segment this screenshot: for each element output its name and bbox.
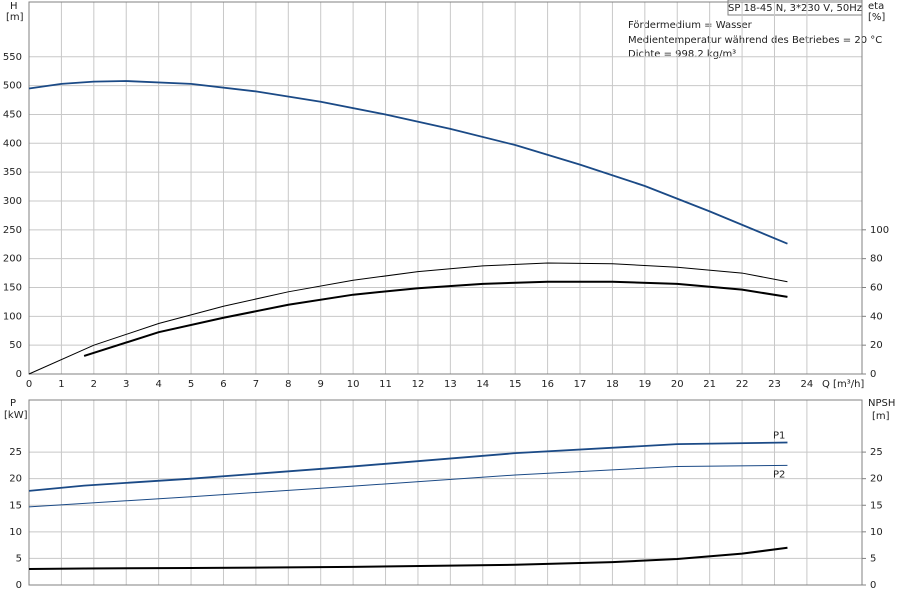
y-tick-label: 25 <box>9 447 22 458</box>
curve-label: P1 <box>773 431 785 442</box>
x-tick-label: 23 <box>768 379 781 390</box>
y2-tick-label: 80 <box>870 254 883 265</box>
plot-frame <box>28 1 863 375</box>
y-tick-label: 0 <box>16 369 22 380</box>
x-tick-label: 1 <box>58 379 64 390</box>
x-tick-label: 24 <box>801 379 814 390</box>
plot-frame <box>28 399 863 586</box>
annotation: Medientemperatur während des Betriebes =… <box>628 35 882 46</box>
y2-tick-label: 5 <box>870 553 876 564</box>
x-label: Q [m³/h] <box>822 379 864 390</box>
y-tick-label: 300 <box>3 196 22 207</box>
x-tick-label: 6 <box>220 379 226 390</box>
x-tick-label: 10 <box>347 379 360 390</box>
y-label: P <box>10 398 16 409</box>
y2-unit: [m] <box>872 411 890 422</box>
x-tick-label: 21 <box>703 379 716 390</box>
y2-tick-label: 60 <box>870 282 883 293</box>
x-tick-label: 16 <box>541 379 554 390</box>
y-tick-label: 550 <box>3 52 22 63</box>
x-tick-label: 8 <box>285 379 291 390</box>
x-tick-label: 7 <box>253 379 259 390</box>
y-label: H <box>10 1 18 12</box>
curve <box>28 464 788 508</box>
curve <box>28 80 788 245</box>
y-tick-label: 100 <box>3 311 22 322</box>
y2-unit: [%] <box>868 12 885 23</box>
x-tick-label: 12 <box>412 379 425 390</box>
x-tick-label: 22 <box>736 379 749 390</box>
y-unit: [m] <box>6 12 24 23</box>
y2-tick-label: 15 <box>870 500 883 511</box>
y2-label: NPSH <box>868 398 895 409</box>
y-tick-label: 350 <box>3 167 22 178</box>
y-tick-label: 450 <box>3 109 22 120</box>
y-tick-label: 250 <box>3 225 22 236</box>
y-tick-label: 200 <box>3 254 22 265</box>
x-tick-label: 19 <box>638 379 651 390</box>
x-tick-label: 0 <box>26 379 32 390</box>
y-tick-label: 15 <box>9 500 22 511</box>
y2-tick-label: 20 <box>870 340 883 351</box>
x-tick-label: 3 <box>123 379 129 390</box>
x-tick-label: 14 <box>476 379 489 390</box>
y-tick-label: 0 <box>16 580 22 591</box>
y2-tick-label: 40 <box>870 311 883 322</box>
x-tick-label: 15 <box>509 379 522 390</box>
x-tick-label: 20 <box>671 379 684 390</box>
y-tick-label: 500 <box>3 81 22 92</box>
title: SP 18-45 N, 3*230 V, 50Hz <box>728 3 862 14</box>
curve <box>83 280 788 357</box>
annotation: Fördermedium = Wasser <box>628 20 753 31</box>
x-tick-label: 18 <box>606 379 619 390</box>
y-tick-label: 20 <box>9 474 22 485</box>
y2-tick-label: 100 <box>870 225 889 236</box>
y-tick-label: 400 <box>3 138 22 149</box>
y-tick-label: 10 <box>9 527 22 538</box>
curve <box>28 262 788 375</box>
curve <box>28 441 788 492</box>
y2-tick-label: 0 <box>870 369 876 380</box>
y2-tick-label: 0 <box>870 580 876 591</box>
x-tick-label: 11 <box>379 379 392 390</box>
x-tick-label: 17 <box>574 379 587 390</box>
y-tick-label: 150 <box>3 282 22 293</box>
y2-label: eta <box>868 1 884 12</box>
y2-tick-label: 20 <box>870 474 883 485</box>
x-tick-label: 2 <box>91 379 97 390</box>
y2-tick-label: 25 <box>870 447 883 458</box>
curve-label: P2 <box>773 469 785 480</box>
y2-tick-label: 10 <box>870 527 883 538</box>
x-tick-label: 9 <box>318 379 324 390</box>
y-tick-label: 50 <box>9 340 22 351</box>
x-tick-label: 4 <box>155 379 161 390</box>
y-unit: [kW] <box>4 410 28 421</box>
curve <box>28 546 788 571</box>
y-tick-label: 5 <box>16 553 22 564</box>
x-tick-label: 5 <box>188 379 194 390</box>
annotation: Dichte = 998.2 kg/m³ <box>628 49 736 60</box>
x-tick-label: 13 <box>444 379 457 390</box>
